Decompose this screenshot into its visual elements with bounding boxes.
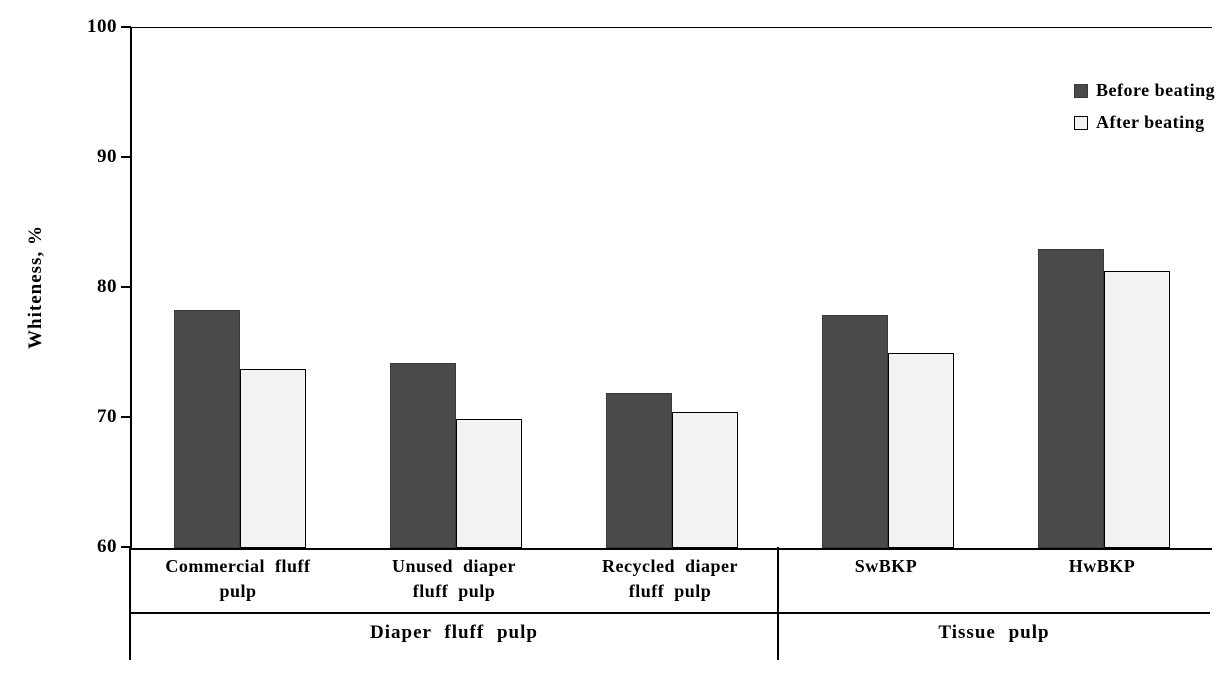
bar-before-beating [606,393,672,548]
legend: Before beating After beating [1074,80,1215,133]
legend-swatch-after-beating [1074,115,1088,130]
y-tick-label: 90 [97,146,117,167]
legend-item-after-beating: After beating [1074,112,1215,133]
legend-swatch-before-beating [1074,83,1088,98]
category-label: Unused diaper fluff pulp [391,556,517,602]
y-axis-title: Whiteness, % [25,225,46,349]
y-tick-label: 80 [97,276,117,297]
group-divider-line [777,547,779,660]
bar-after-beating [240,368,306,548]
category-label: HwBKP [1068,556,1136,576]
bar-after-beating [672,411,738,548]
y-tick-label: 100 [87,16,117,37]
bar-before-beating [1038,249,1104,548]
legend-item-before-beating: Before beating [1074,80,1215,101]
group-label: Tissue pulp [938,622,1050,643]
category-label: Commercial fluff pulp [165,556,311,602]
legend-label-before-beating: Before beating [1096,80,1216,100]
bar-after-beating [456,419,522,548]
bar-after-beating [1104,271,1170,548]
axis-level-separator [130,612,1210,614]
category-label: SwBKP [854,556,918,576]
group-divider-line [129,547,131,660]
y-tick-mark [121,416,131,418]
y-tick-label: 60 [97,536,117,557]
bar-before-beating [174,310,240,548]
y-tick-label: 70 [97,406,117,427]
legend-label-after-beating: After beating [1096,112,1205,132]
y-tick-mark [121,286,131,288]
y-tick-mark [121,546,131,548]
group-label: Diaper fluff pulp [370,622,538,643]
category-axis-labels: Commercial fluff pulp Unused diaper fluff… [130,554,1210,604]
bar-before-beating [822,315,888,548]
y-tick-mark [121,156,131,158]
category-group-labels: Diaper fluff pulp Tissue pulp [130,622,1210,644]
plot-area: Before beating After beating [130,27,1215,550]
y-tick-mark [121,26,131,28]
category-label: Recycled diaper fluff pulp [602,556,738,602]
bar-before-beating [390,363,456,548]
bar-after-beating [888,353,954,548]
